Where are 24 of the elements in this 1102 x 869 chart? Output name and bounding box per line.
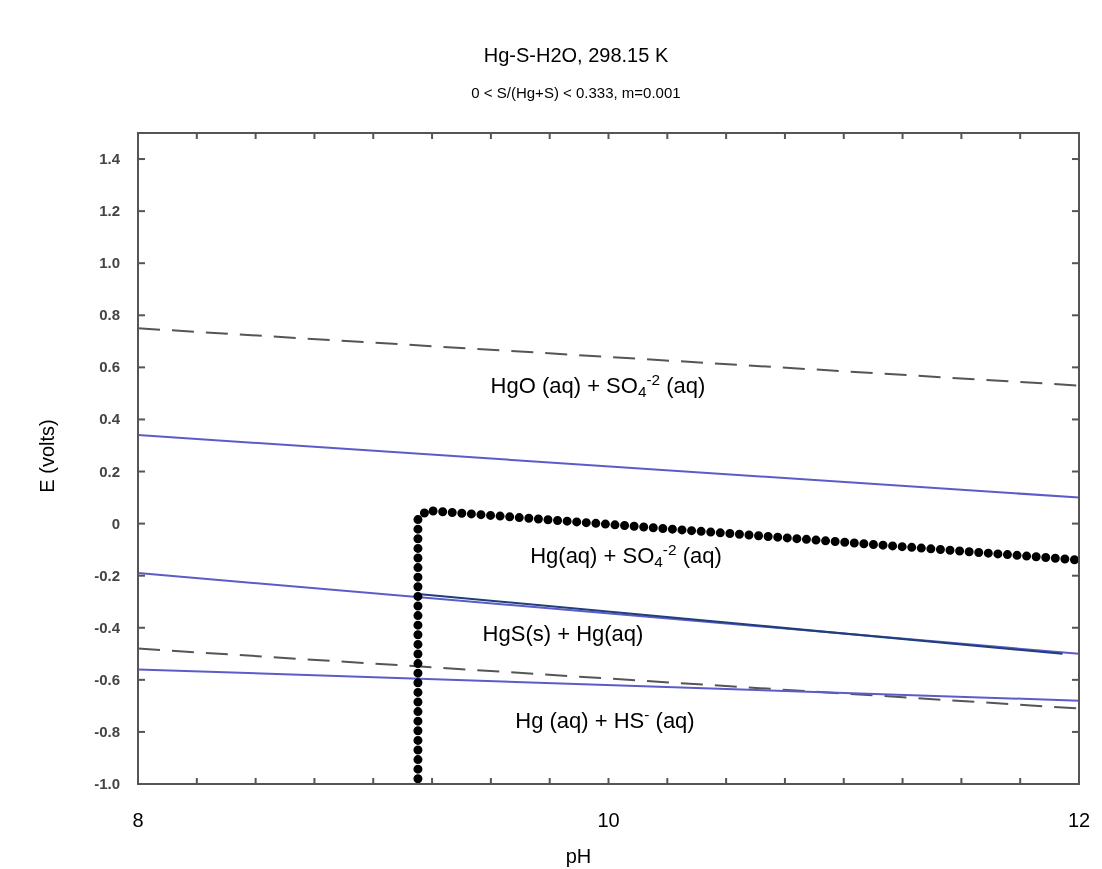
chart-title: Hg-S-H2O, 298.15 K [483, 44, 669, 66]
y-tick-label: 1.0 [99, 254, 120, 272]
annotation: HgS(s) + Hg(aq) [482, 621, 644, 646]
y-tick-label: -0.4 [94, 618, 121, 636]
x-axis-title: pH [565, 845, 592, 867]
annotation: Hg (aq) + HS$^{-}$ (aq) [515, 705, 695, 733]
y-tick-label: 0.6 [99, 358, 120, 376]
y-tick-label: -0.6 [94, 670, 120, 688]
y-tick-label: 0.4 [99, 410, 121, 428]
chart-subtitle: 0 < S/(Hg+S) < 0.333, m=0.001 [471, 84, 681, 101]
y-tick-label: 1.4 [99, 150, 121, 168]
y-tick-label: 0.8 [99, 306, 120, 324]
y-tick-label: -1.0 [94, 775, 120, 792]
y-tick-label: -0.2 [94, 566, 120, 584]
y-tick-label: -0.8 [94, 722, 120, 740]
y-axis-title: E (volts) [36, 419, 58, 493]
y-tick-label: 0.2 [99, 462, 120, 480]
annotation: Hg(aq) + SO$_{4}$$^{-2}$ (aq) [530, 540, 722, 570]
annotation: HgO (aq) + SO$_{4}$$^{-2}$ (aq) [490, 370, 706, 400]
x-tick-label: 10 [597, 809, 620, 831]
x-tick-label: 8 [132, 809, 144, 831]
y-tick-label: 0 [111, 514, 120, 532]
y-tick-label: 1.2 [99, 202, 120, 220]
x-tick-label: 12 [1067, 809, 1091, 831]
